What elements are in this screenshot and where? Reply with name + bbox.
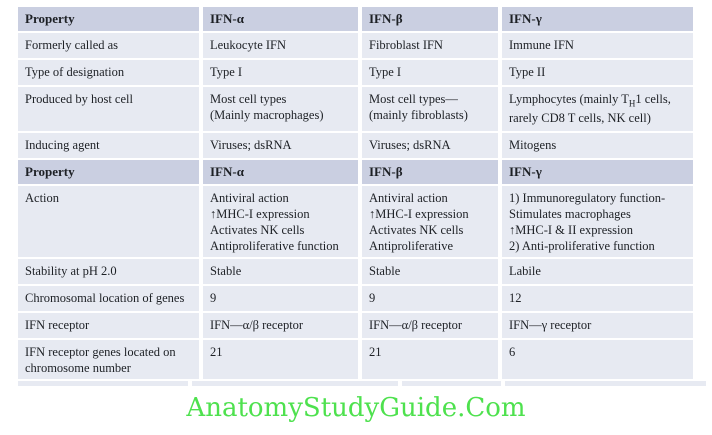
table-cell: 6	[502, 340, 693, 379]
table-cell: IFN—γ receptor	[502, 313, 693, 338]
table-cell: Type I	[203, 60, 358, 85]
table-cell: 9	[362, 286, 498, 311]
column-header-ifn-alpha: IFN-α	[203, 7, 358, 31]
table-cell: Viruses; dsRNA	[203, 133, 358, 158]
table-cell: Type I	[362, 60, 498, 85]
table-cell: Stable	[362, 259, 498, 284]
row-label: Formerly called as	[18, 33, 199, 58]
row-label: Produced by host cell	[18, 87, 199, 131]
table-cell: Antiviral action ↑MHC-I expression Activat…	[362, 186, 498, 257]
table-cell: Immune IFN	[502, 33, 693, 58]
table-cell: 21	[362, 340, 498, 379]
table-cell: Lymphocytes (mainly TH1 cells, rarely CD8…	[502, 87, 693, 131]
row-label: Stability at pH 2.0	[18, 259, 199, 284]
next-table-sliver-segment	[18, 381, 188, 386]
table-cell: Most cell types— (mainly fibroblasts)	[362, 87, 498, 131]
column-header-ifn-beta: IFN-β	[362, 160, 498, 184]
table-cell: Labile	[502, 259, 693, 284]
table-cell: IFN—α/β receptor	[203, 313, 358, 338]
row-label: Type of designation	[18, 60, 199, 85]
table-cell: 1) Immunoregulatory function- Stimulates …	[502, 186, 693, 257]
table-cell: Viruses; dsRNA	[362, 133, 498, 158]
interferon-comparison-table: Property IFN-α IFN-β IFN-γ Formerly call…	[18, 7, 694, 379]
row-label: Inducing agent	[18, 133, 199, 158]
table-cell: 21	[203, 340, 358, 379]
table-cell: Mitogens	[502, 133, 693, 158]
table-cell: Most cell types (Mainly macrophages)	[203, 87, 358, 131]
table-cell: IFN—α/β receptor	[362, 313, 498, 338]
table-cell: 12	[502, 286, 693, 311]
row-label: Chromosomal location of genes	[18, 286, 199, 311]
row-label: Action	[18, 186, 199, 257]
column-header-ifn-gamma: IFN-γ	[502, 160, 693, 184]
watermark-anatomystudyguide: AnatomyStudyGuide.Com	[186, 393, 526, 423]
column-header-property: Property	[18, 7, 199, 31]
column-header-ifn-gamma: IFN-γ	[502, 7, 693, 31]
row-label: IFN receptor genes located on chromosome …	[18, 340, 199, 379]
next-table-sliver-segment	[192, 381, 398, 386]
column-header-ifn-alpha: IFN-α	[203, 160, 358, 184]
column-header-property: Property	[18, 160, 199, 184]
table-cell: Stable	[203, 259, 358, 284]
table-cell: 9	[203, 286, 358, 311]
next-table-sliver-segment	[402, 381, 501, 386]
table-cell: Fibroblast IFN	[362, 33, 498, 58]
table-cell: Leukocyte IFN	[203, 33, 358, 58]
table-cell: Type II	[502, 60, 693, 85]
next-table-sliver	[18, 381, 712, 386]
table-cell: Antiviral action ↑MHC-I expression Activat…	[203, 186, 358, 257]
row-label: IFN receptor	[18, 313, 199, 338]
next-table-sliver-segment	[505, 381, 706, 386]
column-header-ifn-beta: IFN-β	[362, 7, 498, 31]
